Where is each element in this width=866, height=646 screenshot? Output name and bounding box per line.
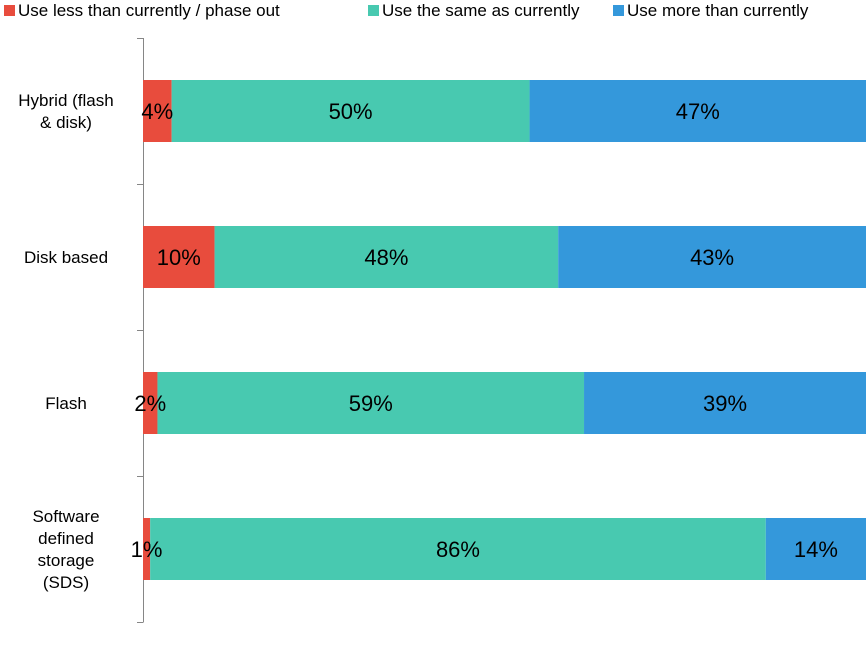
category-axis [137,38,144,623]
category-label-disk-based: Disk based [24,248,108,267]
data-label-flash-use-less-than-currently-phase-out: 2% [134,391,166,416]
bar-flash-use-less-than-currently-phase-out [143,372,158,434]
legend-swatch-use-less-than-currently-phase-out [4,5,15,16]
bar-software-defined-storage-sds-use-more-than-currently [765,518,866,580]
category-label-hybrid-flash-disk: Hybrid (flash [18,91,113,110]
data-label-software-defined-storage-sds-use-the-same-as-currently: 86% [436,537,480,562]
bar-hybrid-flash-disk-use-the-same-as-currently [171,80,530,142]
data-label-flash-use-the-same-as-currently: 59% [349,391,393,416]
chart-legend: Use less than currently / phase out Use t… [4,1,809,20]
bar-disk-based-use-more-than-currently [558,226,866,288]
category-label-software-defined-storage-sds: storage [38,551,95,570]
legend-swatch-use-the-same-as-currently [368,5,379,16]
category-axis-labels: Hybrid (flash & disk) Disk based Flash Softw… [18,91,113,592]
bar-hybrid-flash-disk-use-more-than-currently [529,80,866,142]
data-label-hybrid-flash-disk-use-more-than-currently: 47% [676,99,720,124]
data-label-software-defined-storage-sds-use-less-than-currently-phase-out: 1% [131,537,163,562]
bar-hybrid-flash-disk-use-less-than-currently-phase-out [143,80,172,142]
data-label-hybrid-flash-disk-use-less-than-currently-phase-out: 4% [141,99,173,124]
legend-label-use-more-than-currently: Use more than currently [627,1,809,20]
data-label-software-defined-storage-sds-use-more-than-currently: 14% [794,537,838,562]
legend-label-use-less-than-currently-phase-out: Use less than currently / phase out [18,1,280,20]
bar-software-defined-storage-sds-use-less-than-currently-phase-out [143,518,151,580]
bar-flash-use-the-same-as-currently [157,372,585,434]
data-label-disk-based-use-less-than-currently-phase-out: 10% [157,245,201,270]
category-label-hybrid-flash-disk: & disk) [40,113,92,132]
data-label-flash-use-more-than-currently: 39% [703,391,747,416]
legend-label-use-the-same-as-currently: Use the same as currently [382,1,580,20]
category-label-software-defined-storage-sds: defined [38,529,94,548]
bars [143,80,866,580]
data-labels: 4% 50% 47% 10% 48% 43% 2% 59% 39% 1% 86% 14% [131,99,838,562]
category-label-flash: Flash [45,394,87,413]
data-label-disk-based-use-the-same-as-currently: 48% [364,245,408,270]
bar-flash-use-more-than-currently [584,372,866,434]
legend-swatch-use-more-than-currently [613,5,624,16]
bar-disk-based-use-the-same-as-currently [214,226,559,288]
data-label-hybrid-flash-disk-use-the-same-as-currently: 50% [329,99,373,124]
data-label-disk-based-use-more-than-currently: 43% [690,245,734,270]
category-label-software-defined-storage-sds: Software [32,507,99,526]
category-label-software-defined-storage-sds: (SDS) [43,573,89,592]
bar-disk-based-use-less-than-currently-phase-out [143,226,215,288]
bar-software-defined-storage-sds-use-the-same-as-currently [150,518,766,580]
